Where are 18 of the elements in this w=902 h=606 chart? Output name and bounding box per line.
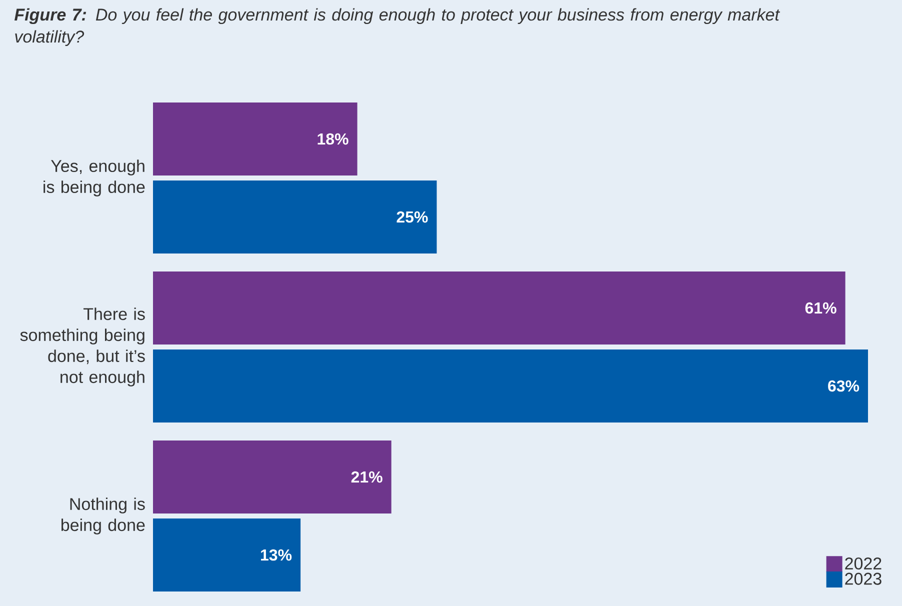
legend-label: 2023 xyxy=(845,572,882,585)
bar xyxy=(153,440,392,514)
bar xyxy=(153,518,301,592)
bar xyxy=(153,102,358,176)
data-label: 21% xyxy=(351,471,382,483)
bar xyxy=(153,271,846,344)
legend-label: 2022 xyxy=(845,557,882,570)
y-tick-label: Nothing is being done xyxy=(61,498,145,534)
bar xyxy=(153,180,437,254)
data-label: 63% xyxy=(828,380,860,392)
data-label: 13% xyxy=(261,549,292,561)
data-label: 25% xyxy=(396,211,428,223)
bar xyxy=(153,349,868,422)
data-label: 18% xyxy=(318,133,348,145)
y-tick-label: There is something being done, but it’s not enough xyxy=(20,308,145,386)
y-tick-label: Yes, enough is being done xyxy=(44,160,145,196)
data-label: 61% xyxy=(805,302,836,314)
chart-title: Figure 7: Do you feel the government is doing enough to protect your business from energy market volatility? xyxy=(14,8,780,46)
